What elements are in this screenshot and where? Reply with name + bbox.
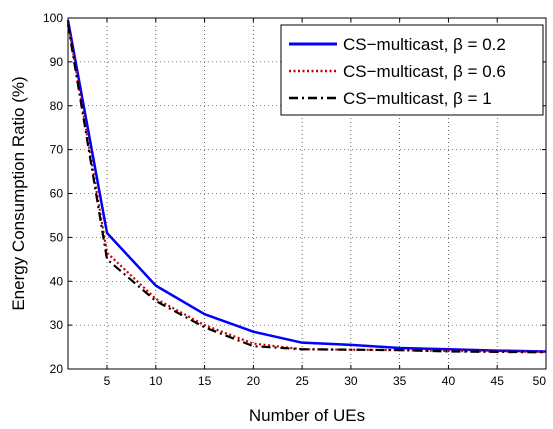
y-tick-label: 90: [50, 55, 64, 69]
x-tick-label: 40: [442, 374, 456, 388]
x-tick-label: 50: [533, 374, 547, 388]
y-tick-label: 20: [50, 362, 64, 376]
x-tick-label: 25: [295, 374, 309, 388]
y-axis-label: Energy Consumption Ratio (%): [9, 76, 28, 310]
legend-label-1: CS−multicast, β = 0.2: [343, 35, 506, 54]
y-tick-label: 70: [50, 143, 64, 157]
x-tick-label: 35: [393, 374, 407, 388]
y-tick-label: 80: [50, 99, 64, 113]
x-tick-label: 45: [491, 374, 505, 388]
legend-box: [280, 24, 544, 116]
legend-label-3: CS−multicast, β = 1: [343, 89, 492, 108]
x-tick-label: 20: [247, 374, 261, 388]
x-tick-label: 30: [344, 374, 358, 388]
y-tick-label: 50: [50, 230, 64, 244]
y-tick-label: 40: [50, 274, 64, 288]
axis-ticks: 5 10 15 20 25 30 35 40 45 50 20 30 40 50 60 70 80 90 100: [43, 11, 547, 388]
x-tick-label: 5: [104, 374, 111, 388]
legend-label-2: CS−multicast, β = 0.6: [343, 62, 506, 81]
legend: CS−multicast, β = 0.2 CS−multicast, β = 0…: [280, 24, 544, 116]
x-axis-label: Number of UEs: [249, 406, 365, 425]
y-tick-label: 100: [43, 11, 63, 25]
y-tick-label: 60: [50, 187, 64, 201]
x-tick-label: 10: [149, 374, 163, 388]
x-tick-label: 15: [198, 374, 212, 388]
y-tick-label: 30: [50, 318, 64, 332]
series-line-1: [66, 19, 547, 353]
series-line-3: [66, 24, 547, 354]
series-lines: [66, 19, 547, 354]
